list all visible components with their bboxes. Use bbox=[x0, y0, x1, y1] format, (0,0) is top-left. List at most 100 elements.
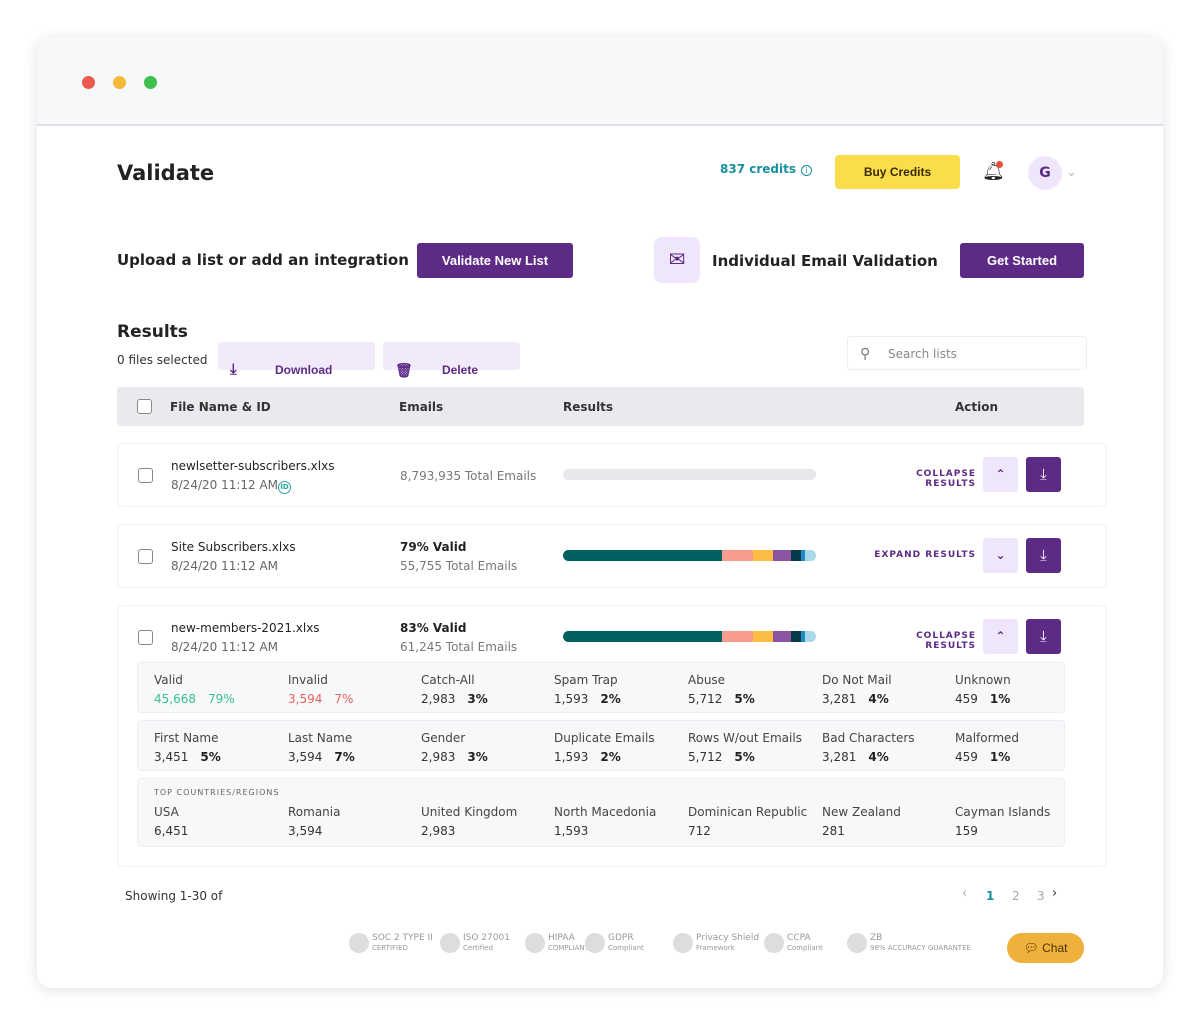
stat-cell: Do Not Mail 3,281 4% bbox=[822, 673, 892, 706]
download-icon[interactable]: ⤓ bbox=[1026, 538, 1061, 573]
stat-count: 3,281 bbox=[822, 750, 857, 764]
page-2[interactable]: 2 bbox=[1012, 889, 1020, 903]
stat-cell: USA 6,451 bbox=[154, 805, 188, 838]
stat-cell: Dominican Republic 712 bbox=[688, 805, 807, 838]
stat-cell: Spam Trap 1,593 2% bbox=[554, 673, 621, 706]
file-date: 8/24/20 11:12 AM bbox=[171, 640, 278, 654]
page-3[interactable]: 3 bbox=[1037, 889, 1045, 903]
stat-value: 712 bbox=[688, 824, 807, 838]
stat-count: 3,281 bbox=[822, 692, 857, 706]
header-action: Action bbox=[955, 400, 999, 414]
row-checkbox[interactable] bbox=[138, 468, 153, 483]
stat-value: 3,451 5% bbox=[154, 750, 221, 764]
select-all-checkbox[interactable] bbox=[137, 399, 152, 414]
stat-percent: 3% bbox=[467, 692, 488, 706]
stat-label: Catch-All bbox=[421, 673, 475, 687]
stat-count: 3,594 bbox=[288, 824, 323, 838]
avatar[interactable]: G bbox=[1028, 156, 1062, 190]
compliance-badge: Privacy Shield Framework bbox=[673, 933, 759, 953]
download-button[interactable]: ⤓ Download bbox=[218, 342, 375, 378]
stat-label: Last Name bbox=[288, 731, 353, 745]
search-input[interactable]: ⚲ Search lists bbox=[847, 336, 1087, 370]
badge-subtitle: Compliant bbox=[608, 944, 644, 952]
stat-value: 5,712 5% bbox=[688, 750, 802, 764]
chevron-down-icon[interactable]: ⌄ bbox=[1066, 165, 1077, 180]
compliance-badge: CCPA Compliant bbox=[764, 933, 823, 953]
badge-logo-icon bbox=[847, 933, 867, 953]
countries-title: TOP COUNTRIES/REGIONS bbox=[154, 788, 280, 797]
badge-logo-icon bbox=[440, 933, 460, 953]
stat-cell: Invalid 3,594 7% bbox=[288, 673, 353, 706]
delete-button[interactable]: 🗑︎ Delete bbox=[383, 342, 520, 378]
chevron-up-icon[interactable]: ⌃ bbox=[983, 457, 1018, 492]
badge-logo-icon bbox=[349, 933, 369, 953]
date-text: 8/24/20 11:12 AM bbox=[171, 640, 279, 654]
result-segment bbox=[722, 631, 753, 642]
stat-cell: First Name 3,451 5% bbox=[154, 731, 221, 764]
stat-label: United Kingdom bbox=[421, 805, 518, 819]
chevron-down-icon[interactable]: ⌄ bbox=[983, 538, 1018, 573]
chevron-up-icon[interactable]: ⌃ bbox=[983, 619, 1018, 654]
stat-count: 3,594 bbox=[288, 750, 323, 764]
stat-percent: 5% bbox=[200, 750, 221, 764]
stat-cell: Unknown 459 1% bbox=[955, 673, 1011, 706]
badge-logo-icon bbox=[585, 933, 605, 953]
toggle-results-link[interactable]: COLLAPSE RESULTS bbox=[916, 469, 976, 489]
toggle-results-link[interactable]: COLLAPSE RESULTS bbox=[916, 631, 976, 651]
stat-cell: Abuse 5,712 5% bbox=[688, 673, 755, 706]
validate-new-list-button[interactable]: Validate New List bbox=[417, 243, 573, 278]
stat-cell: United Kingdom 2,983 bbox=[421, 805, 517, 838]
stat-value: 281 bbox=[822, 824, 901, 838]
result-segment bbox=[752, 550, 773, 561]
page-1[interactable]: 1 bbox=[986, 889, 995, 903]
stat-count: 5,712 bbox=[688, 692, 723, 706]
total-emails: 55,755 Total Emails bbox=[400, 559, 518, 573]
buy-credits-button[interactable]: Buy Credits bbox=[835, 155, 960, 189]
next-page-icon[interactable]: › bbox=[1052, 886, 1058, 901]
close-window-button[interactable] bbox=[82, 76, 95, 89]
table-header: File Name & ID Emails Results Action bbox=[117, 387, 1084, 426]
result-segment bbox=[752, 631, 773, 642]
compliance-badge: SOC 2 TYPE II CERTIFIED bbox=[349, 933, 433, 953]
row-checkbox[interactable] bbox=[138, 630, 153, 645]
file-name: new-members-2021.xlxs bbox=[171, 621, 320, 635]
stat-count: 712 bbox=[688, 824, 711, 838]
page-title: Validate bbox=[117, 161, 215, 185]
stat-value: 459 1% bbox=[955, 692, 1011, 706]
stat-count: 3,451 bbox=[154, 750, 189, 764]
stat-count: 1,593 bbox=[554, 692, 589, 706]
stat-count: 45,668 bbox=[154, 692, 196, 706]
row-checkbox[interactable] bbox=[138, 549, 153, 564]
id-badge[interactable]: ID bbox=[278, 481, 292, 494]
title-bar bbox=[37, 37, 1163, 126]
minimize-window-button[interactable] bbox=[113, 76, 126, 89]
stat-count: 2,983 bbox=[421, 692, 456, 706]
stat-cell: Malformed 459 1% bbox=[955, 731, 1019, 764]
info-icon[interactable]: i bbox=[801, 165, 812, 176]
file-name: Site Subscribers.xlxs bbox=[171, 540, 296, 554]
stat-percent: 5% bbox=[734, 750, 755, 764]
result-segment bbox=[804, 550, 816, 561]
chat-icon: 💬︎ bbox=[1023, 941, 1043, 955]
download-icon[interactable]: ⤓ bbox=[1026, 619, 1061, 654]
files-selected: 0 files selected bbox=[117, 353, 208, 367]
stat-percent: 2% bbox=[600, 692, 621, 706]
prev-page-icon[interactable]: ‹ bbox=[962, 886, 968, 901]
stat-label: Gender bbox=[421, 731, 466, 745]
results-bar bbox=[563, 469, 816, 480]
badge-title: GDPR bbox=[608, 933, 634, 943]
table-row: newlsetter-subscribers.xlxs 8/24/20 11:1… bbox=[117, 443, 1107, 507]
stat-cell: New Zealand 281 bbox=[822, 805, 901, 838]
stat-value: 1,593 bbox=[554, 824, 656, 838]
download-icon[interactable]: ⤓ bbox=[1026, 457, 1061, 492]
badge-subtitle: Compliant bbox=[787, 944, 823, 952]
toggle-results-link[interactable]: EXPAND RESULTS bbox=[874, 550, 976, 560]
chat-button[interactable]: 💬︎ Chat bbox=[1007, 933, 1084, 963]
get-started-button[interactable]: Get Started bbox=[960, 243, 1084, 278]
stat-percent: 1% bbox=[989, 692, 1011, 706]
badge-logo-icon bbox=[764, 933, 784, 953]
stat-value: 6,451 bbox=[154, 824, 188, 838]
stat-value: 3,594 7% bbox=[288, 692, 353, 706]
total-emails: 8,793,935 Total Emails bbox=[400, 469, 537, 483]
maximize-window-button[interactable] bbox=[144, 76, 157, 89]
